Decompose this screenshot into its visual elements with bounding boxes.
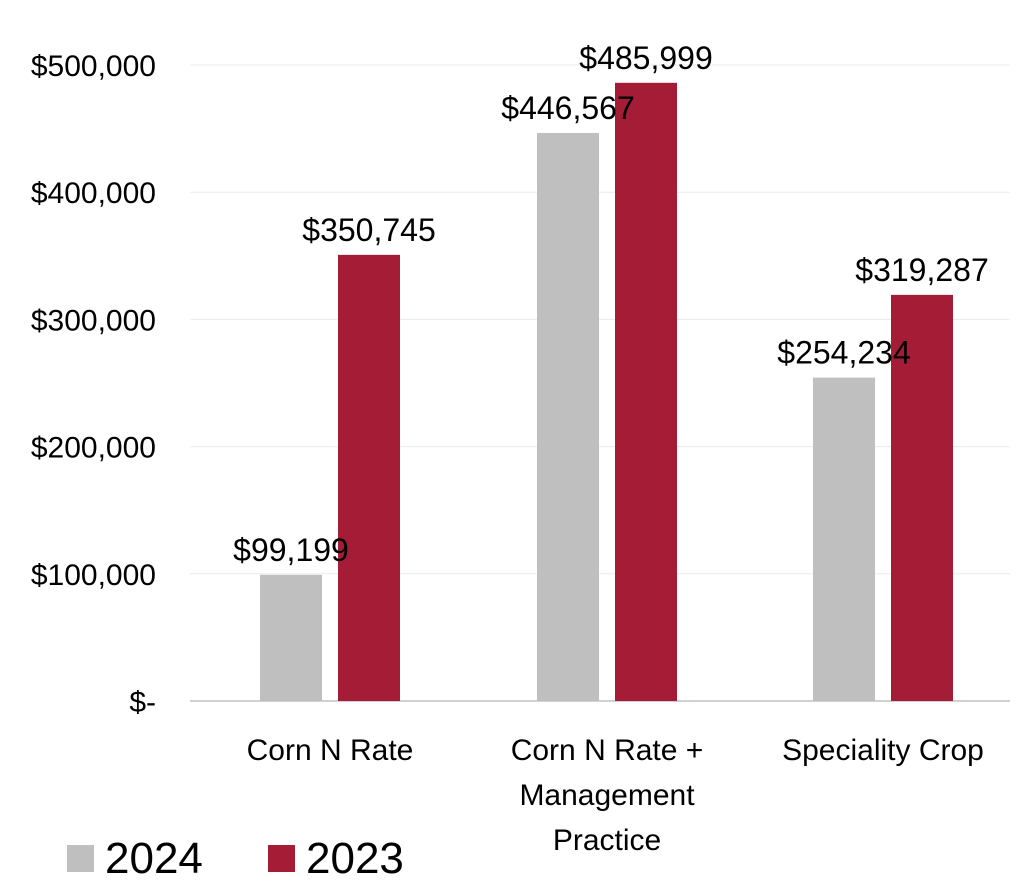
y-tick-label: $-	[129, 686, 156, 719]
bar-2023-3	[891, 294, 953, 701]
bar-2023-2	[615, 82, 677, 702]
category-label: Corn N Rate +	[511, 734, 704, 767]
bar-2024-1	[260, 574, 322, 701]
category-label: Management	[519, 779, 695, 812]
bar-2024-3	[813, 377, 875, 701]
data-label: $99,199	[233, 532, 349, 568]
y-tick-label: $100,000	[31, 559, 156, 592]
bars	[260, 82, 953, 702]
legend-swatch-2023	[268, 845, 295, 872]
data-label: $319,287	[855, 252, 988, 288]
data-label: $446,567	[501, 90, 634, 126]
y-tick-label: $300,000	[31, 304, 156, 337]
category-label: Corn N Rate	[247, 734, 414, 767]
y-tick-label: $500,000	[31, 50, 156, 83]
bar-2024-2	[537, 132, 599, 701]
y-tick-label: $400,000	[31, 177, 156, 210]
data-labels: $99,199 $350,745 $446,567 $485,999 $254,234 $…	[233, 40, 989, 568]
y-tick-label: $200,000	[31, 432, 156, 465]
legend: 2024 2023	[67, 834, 404, 883]
category-label: Practice	[553, 824, 661, 857]
data-label: $254,234	[777, 335, 910, 371]
bar-2023-1	[338, 254, 400, 701]
legend-label-2024: 2024	[105, 834, 203, 883]
data-label: $350,745	[302, 212, 435, 248]
category-label: Speciality Crop	[782, 734, 984, 767]
legend-label-2023: 2023	[306, 834, 404, 883]
y-axis-ticks: $- $100,000 $200,000 $300,000 $400,000 $500,0…	[31, 50, 156, 719]
legend-swatch-2024	[67, 845, 94, 872]
data-label: $485,999	[579, 40, 712, 76]
x-axis-categories: Corn N Rate Corn N Rate + Management Practi…	[247, 734, 984, 857]
